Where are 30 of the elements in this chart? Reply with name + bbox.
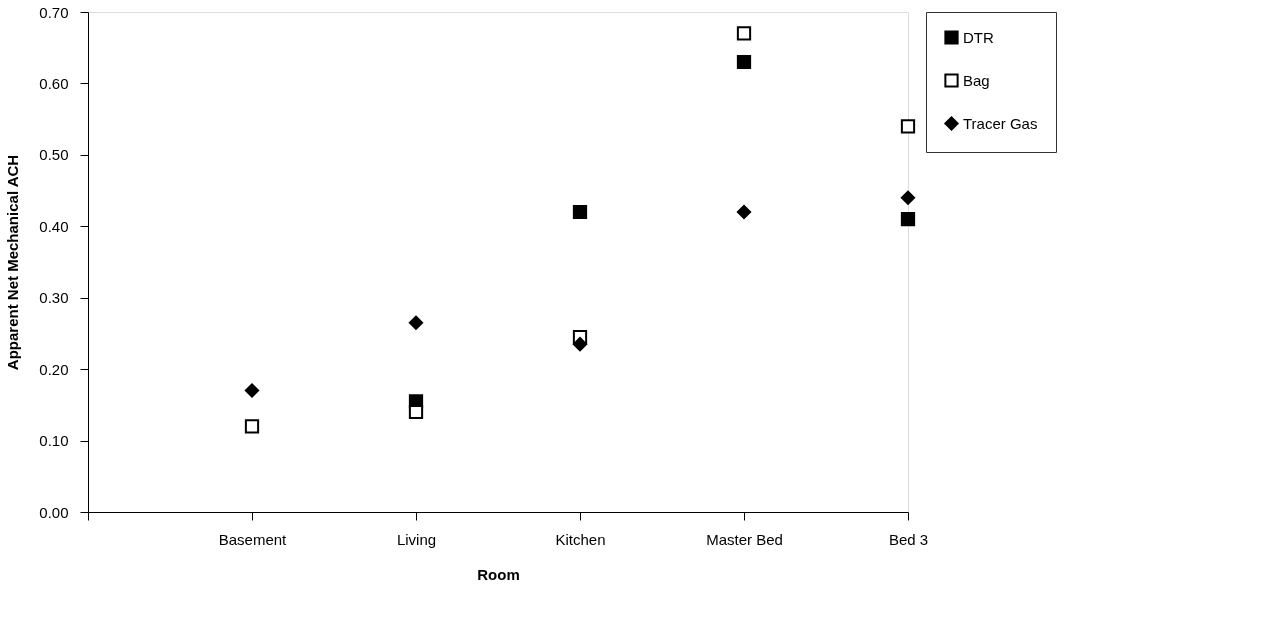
point: [736, 204, 752, 220]
x-tick-label: Living: [396, 530, 437, 548]
y-tick-label: 0.30: [39, 289, 69, 307]
point: [408, 404, 424, 420]
legend-label: DTR: [963, 28, 994, 46]
y-tick-label: 0.20: [39, 360, 69, 378]
legend-label: Bag: [963, 71, 990, 89]
x-tick-label: Basement: [218, 530, 288, 548]
point: [736, 54, 752, 70]
point: [408, 315, 424, 330]
y-tick-label: 0.50: [39, 146, 69, 164]
point: [900, 190, 916, 205]
y-axis-title: Apparent Net Mechanical ACH: [4, 154, 22, 371]
point: [900, 119, 916, 134]
point: [736, 26, 752, 41]
x-tick-label: Kitchen: [555, 530, 606, 548]
y-tick-label: 0.10: [39, 432, 69, 450]
x-tick-label: Master Bed: [706, 530, 783, 548]
y-tick-label: 0.00: [39, 503, 69, 521]
x-axis-title: Room: [477, 565, 520, 583]
y-tick-label: 0.40: [39, 217, 69, 235]
point: [244, 419, 260, 434]
point: [900, 212, 916, 227]
legend-label: Tracer Gas: [963, 114, 1038, 132]
point: [244, 383, 260, 398]
point: [572, 204, 588, 220]
y-tick-label: 0.70: [39, 3, 69, 21]
x-tick-label: Bed 3: [888, 530, 929, 548]
point: [572, 337, 588, 352]
y-tick-label: 0.60: [39, 74, 69, 92]
